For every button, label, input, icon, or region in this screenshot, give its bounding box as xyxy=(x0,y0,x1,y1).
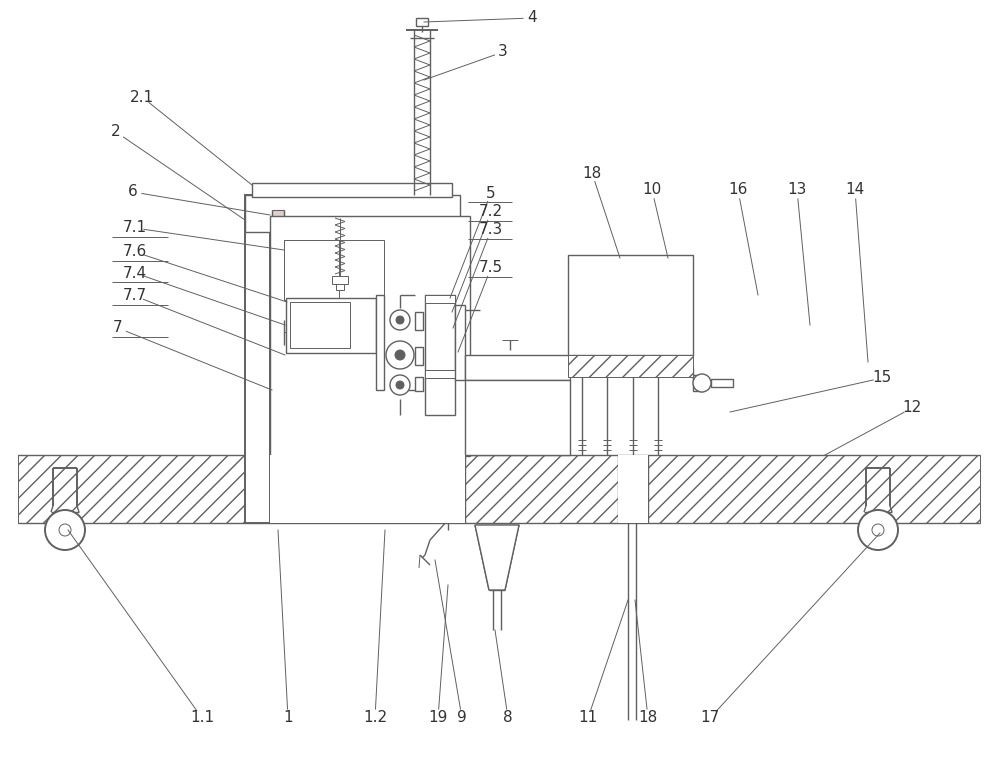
Text: 2: 2 xyxy=(111,124,121,139)
Text: 7.6: 7.6 xyxy=(123,245,147,259)
Polygon shape xyxy=(272,314,284,327)
Text: 16: 16 xyxy=(728,183,748,198)
Bar xyxy=(455,305,465,380)
Polygon shape xyxy=(272,353,284,366)
Polygon shape xyxy=(272,392,284,405)
Bar xyxy=(568,355,693,377)
Circle shape xyxy=(872,524,884,536)
Text: 7.7: 7.7 xyxy=(123,289,147,303)
Text: 7.2: 7.2 xyxy=(479,205,503,220)
Bar xyxy=(245,195,270,523)
Bar xyxy=(465,380,570,455)
Text: 5: 5 xyxy=(486,186,496,201)
Polygon shape xyxy=(272,288,284,301)
Circle shape xyxy=(395,350,405,360)
Bar xyxy=(425,295,455,415)
Polygon shape xyxy=(272,431,284,444)
Text: 7.5: 7.5 xyxy=(479,261,503,275)
Text: 6: 6 xyxy=(128,184,138,199)
Bar xyxy=(711,379,733,387)
Bar xyxy=(336,284,344,290)
Bar xyxy=(376,295,384,390)
Circle shape xyxy=(390,375,410,395)
Text: 12: 12 xyxy=(902,400,922,415)
Bar xyxy=(332,276,348,284)
Bar xyxy=(270,455,465,523)
Text: 7.3: 7.3 xyxy=(479,223,503,237)
Bar xyxy=(270,216,470,456)
Text: 9: 9 xyxy=(457,710,467,725)
Text: 1: 1 xyxy=(283,710,293,725)
Polygon shape xyxy=(272,223,284,236)
Polygon shape xyxy=(272,366,284,379)
Bar xyxy=(284,240,384,300)
Text: 8: 8 xyxy=(503,710,513,725)
Circle shape xyxy=(59,524,71,536)
Polygon shape xyxy=(272,301,284,314)
Circle shape xyxy=(386,341,414,369)
Polygon shape xyxy=(272,210,284,223)
Text: 13: 13 xyxy=(787,183,807,198)
Bar xyxy=(252,183,452,197)
Text: 10: 10 xyxy=(642,183,662,198)
Polygon shape xyxy=(272,379,284,392)
Polygon shape xyxy=(272,327,284,340)
Text: 2.1: 2.1 xyxy=(130,89,154,105)
Text: 7.1: 7.1 xyxy=(123,221,147,236)
Text: 11: 11 xyxy=(578,710,598,725)
Polygon shape xyxy=(272,405,284,418)
Text: 4: 4 xyxy=(527,11,537,26)
Text: 18: 18 xyxy=(582,165,602,180)
Text: 18: 18 xyxy=(638,710,658,725)
Circle shape xyxy=(396,381,404,389)
Bar xyxy=(465,355,570,380)
Text: 7: 7 xyxy=(113,321,123,336)
Circle shape xyxy=(396,316,404,324)
Bar xyxy=(18,455,980,523)
Bar xyxy=(290,302,350,348)
Polygon shape xyxy=(272,236,284,249)
Polygon shape xyxy=(272,249,284,262)
Polygon shape xyxy=(272,262,284,275)
Bar xyxy=(416,18,428,26)
Text: 17: 17 xyxy=(700,710,720,725)
Bar xyxy=(425,370,455,378)
Polygon shape xyxy=(272,444,284,457)
Bar xyxy=(568,255,693,355)
Bar xyxy=(415,347,423,365)
Text: 3: 3 xyxy=(498,45,508,59)
Bar xyxy=(425,295,455,303)
Text: 7.4: 7.4 xyxy=(123,265,147,280)
Bar xyxy=(286,298,376,353)
Circle shape xyxy=(45,510,85,550)
Circle shape xyxy=(390,310,410,330)
Text: 14: 14 xyxy=(845,183,865,198)
Bar xyxy=(618,455,648,523)
Polygon shape xyxy=(272,418,284,431)
Circle shape xyxy=(858,510,898,550)
Polygon shape xyxy=(272,340,284,353)
Bar xyxy=(284,240,339,300)
Bar xyxy=(693,375,701,391)
Bar xyxy=(415,377,423,391)
Text: 19: 19 xyxy=(428,710,448,725)
Text: 15: 15 xyxy=(872,371,892,386)
Text: 1.1: 1.1 xyxy=(190,710,214,725)
Bar xyxy=(415,312,423,330)
Polygon shape xyxy=(272,275,284,288)
Text: 1.2: 1.2 xyxy=(363,710,387,725)
Polygon shape xyxy=(475,525,519,590)
Bar xyxy=(245,195,460,232)
Circle shape xyxy=(693,374,711,392)
